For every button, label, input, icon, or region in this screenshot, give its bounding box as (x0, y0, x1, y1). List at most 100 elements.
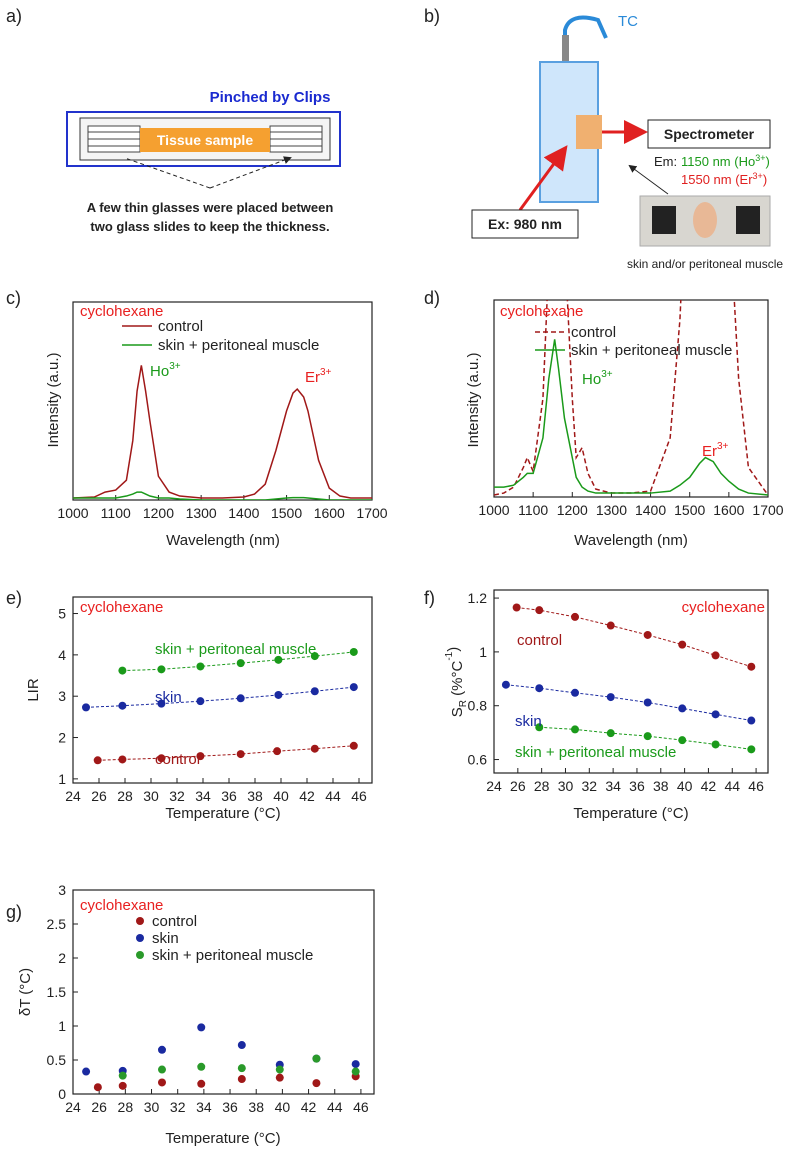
spectrum-line (494, 339, 768, 496)
point (351, 1067, 360, 1076)
y-axis-label: δT (°C) (17, 968, 34, 1016)
spectrum-line (73, 491, 372, 500)
ex-box (471, 209, 579, 239)
y-tick-label: 1 (58, 771, 66, 787)
legend-marker (136, 917, 144, 925)
fit-line (97, 745, 354, 761)
point (196, 752, 205, 761)
point (606, 693, 615, 702)
point (678, 640, 687, 649)
x-tick-label: 28 (118, 1099, 134, 1115)
point (535, 684, 544, 693)
x-tick-label: 30 (143, 788, 159, 804)
legend-marker (136, 934, 144, 942)
x-tick-label: 26 (510, 778, 526, 794)
chart: f) 24 26 28 30 32 34 36 38 40 42 44 46 0.6 0.8 1 1.2 Temp… (424, 588, 769, 822)
tissue-photo (693, 202, 717, 238)
sample-label: Tissue sample (157, 132, 253, 148)
fit-line (85, 686, 354, 708)
point (275, 1073, 284, 1082)
point (157, 699, 166, 708)
x-tick-label: 46 (748, 778, 764, 794)
x-tick-label: 36 (222, 1099, 238, 1115)
point (82, 703, 90, 712)
x-axis-label: Wavelength (nm) (574, 532, 688, 549)
plot-frame (72, 889, 375, 1095)
point (351, 1060, 360, 1069)
y-axis-label-part: -1 (444, 651, 455, 660)
x-axis-label: Wavelength (nm) (166, 532, 280, 549)
plot-frame (72, 301, 373, 501)
glass-stack (87, 125, 323, 153)
x-tick-label: 26 (91, 1099, 107, 1115)
point (606, 729, 615, 738)
annotation: cyclohexane (80, 599, 163, 616)
caption: two glass slides to keep the thickness. (90, 219, 329, 234)
point (349, 741, 358, 750)
annotation-text: cyclohexane (682, 599, 765, 616)
point (118, 1081, 127, 1090)
chart: d) 1000 1100 1200 1300 1400 1500 1600 1700 Wavele… (424, 288, 784, 549)
x-tick-label: 42 (701, 778, 717, 794)
excitation: Ex: 980 nm (488, 216, 562, 232)
arrows (124, 158, 290, 189)
photo-caption: skin and/or peritoneal muscle (627, 257, 783, 271)
legend-label: skin + peritoneal muscle (571, 342, 732, 359)
y-tick-label: 0 (58, 1086, 66, 1102)
panel-label: c) (6, 288, 21, 308)
clip (66, 111, 341, 167)
panel-label: f) (424, 588, 435, 608)
point (157, 1045, 166, 1054)
point (571, 688, 580, 697)
annotation: Er3+ (305, 367, 332, 386)
x-tick-label: 1400 (228, 505, 259, 521)
plot-frame (72, 596, 373, 784)
x-tick-label: 1200 (557, 502, 588, 518)
y-axis-label-part: (%°C (449, 661, 466, 700)
y-tick-label: 3 (58, 688, 66, 704)
point (747, 662, 756, 671)
y-axis-label-part: ) (445, 647, 462, 652)
x-tick-label: 24 (65, 1099, 81, 1115)
y-tick-label: 1 (58, 1018, 66, 1034)
em-label: Em: (654, 154, 677, 169)
x-tick-label: 1600 (713, 502, 744, 518)
y-tick-label: 1.2 (468, 590, 488, 606)
point (643, 698, 652, 707)
point (236, 694, 245, 703)
y-axis-label: LIR (25, 678, 42, 702)
x-tick-label: 44 (327, 1099, 343, 1115)
point (237, 1075, 246, 1084)
point (93, 756, 102, 765)
series-label: control (155, 751, 200, 768)
point (711, 651, 720, 660)
annotation-text: Ho (582, 371, 601, 388)
x-tick-label: 1700 (752, 502, 783, 518)
point (118, 755, 127, 764)
point (571, 612, 580, 621)
panel-label: g) (6, 902, 22, 922)
point (273, 747, 282, 756)
point (118, 1071, 127, 1080)
x-tick-label: 44 (325, 788, 341, 804)
x-tick-label: 1200 (143, 505, 174, 521)
point (678, 704, 687, 713)
x-tick-label: 1700 (356, 505, 387, 521)
plot-frame (493, 299, 769, 498)
point (82, 1067, 91, 1076)
y-axis-label: Intensity (a.u.) (45, 352, 62, 447)
x-tick-label: 34 (195, 788, 211, 804)
point (606, 621, 615, 630)
x-tick-label: 32 (170, 1099, 186, 1115)
legend-label: skin + peritoneal muscle (152, 947, 313, 964)
point (93, 1083, 102, 1092)
point (711, 740, 720, 749)
series-label: skin + peritoneal muscle (155, 641, 316, 658)
chart: c) 1000 1100 1200 1300 1400 1500 1600 1700 Wavele… (6, 288, 388, 549)
point (236, 659, 245, 668)
plot-area (73, 365, 372, 500)
x-tick-label: 40 (275, 1099, 291, 1115)
series-label: skin + peritoneal muscle (515, 744, 676, 761)
tissue-sample (140, 128, 270, 152)
em-line: 1150 nm (Ho3+) (681, 153, 770, 169)
